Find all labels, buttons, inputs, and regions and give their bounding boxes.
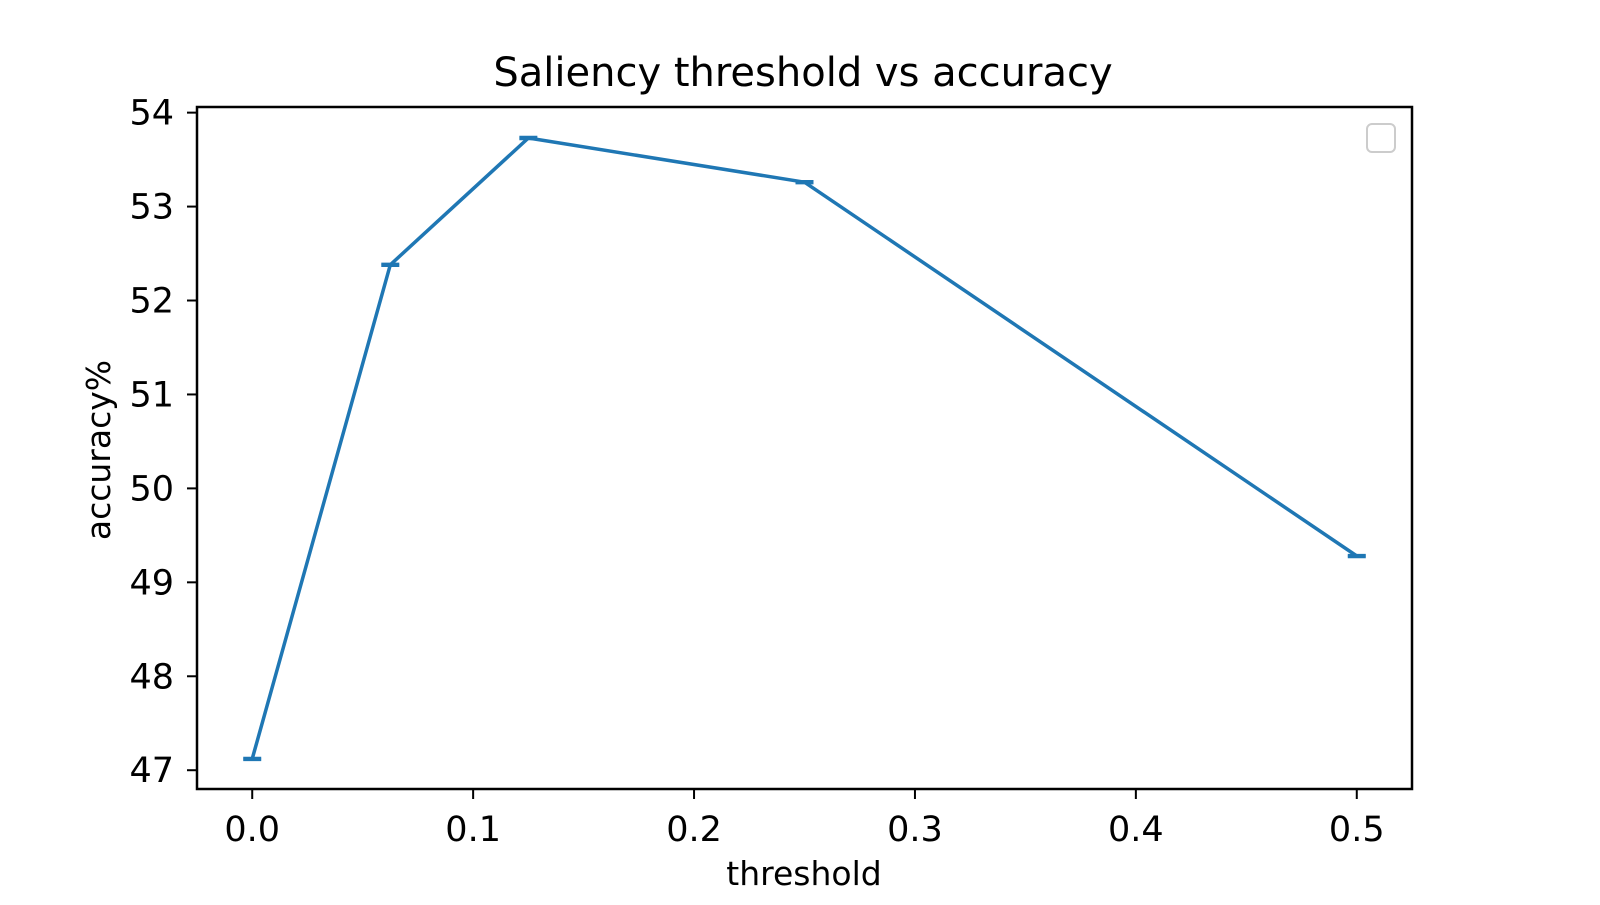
- y-tick-label: 47: [129, 751, 174, 791]
- x-tick-label: 0.5: [1329, 810, 1385, 850]
- x-axis-label: threshold: [726, 854, 881, 893]
- y-tick-label: 48: [129, 657, 174, 697]
- x-tick-label: 0.4: [1108, 810, 1164, 850]
- chart-title: Saliency threshold vs accuracy: [493, 50, 1112, 96]
- legend-box: [1366, 123, 1396, 153]
- y-axis: 47 48 49 50 51 52 53 54: [129, 94, 197, 791]
- y-tick-label: 53: [129, 188, 174, 228]
- y-tick-label: 50: [129, 469, 174, 509]
- x-tick-label: 0.1: [445, 810, 501, 850]
- x-tick-label: 0.0: [224, 810, 280, 850]
- y-tick-label: 52: [129, 282, 174, 322]
- x-tick-label: 0.2: [666, 810, 722, 850]
- y-axis-label: accuracy%: [79, 360, 118, 540]
- y-tick-label: 51: [129, 375, 174, 415]
- plot-area: [243, 135, 1366, 762]
- y-tick-label: 49: [129, 563, 174, 603]
- plot-frame: [195, 105, 1414, 791]
- y-tick-label: 54: [129, 94, 174, 134]
- x-tick-label: 0.3: [887, 810, 943, 850]
- x-axis: 0.0 0.1 0.2 0.3 0.4 0.5: [224, 789, 1385, 850]
